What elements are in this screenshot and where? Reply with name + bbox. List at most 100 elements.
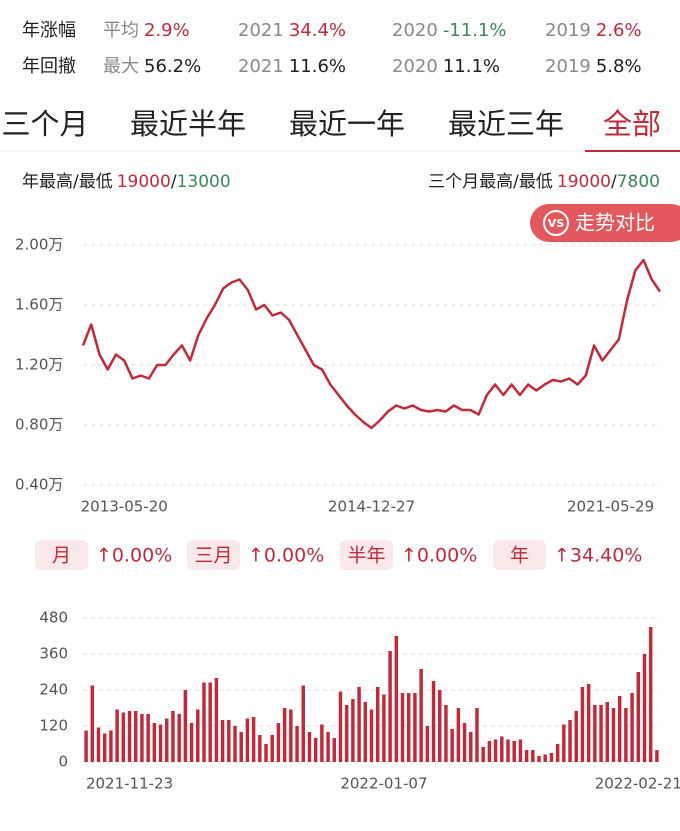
y-tick-label: 0.80万	[15, 416, 63, 434]
tab[interactable]: 全部	[603, 107, 661, 141]
volume-bar	[282, 708, 287, 762]
volume-bar	[115, 709, 119, 762]
volume-bar	[406, 693, 411, 762]
stat-key: 2021	[238, 20, 284, 41]
volume-bar	[512, 741, 516, 762]
volume-bar	[313, 738, 318, 762]
stat-value: 34.4%	[289, 20, 346, 41]
volume-bar	[624, 708, 628, 762]
volume-bar	[133, 711, 138, 762]
volume-bar	[655, 750, 659, 762]
volume-bar	[444, 705, 448, 762]
hl-high: 19000	[557, 172, 611, 192]
volume-bar	[289, 709, 293, 762]
volume-bar	[96, 727, 101, 762]
period-pill[interactable]	[493, 540, 546, 570]
period-label[interactable]: 年	[510, 545, 529, 567]
volume-bar	[258, 735, 262, 762]
volume-bar	[84, 730, 88, 762]
volume-bar	[158, 724, 163, 762]
y-tick-label: 120	[39, 717, 68, 735]
volume-bar	[326, 732, 330, 762]
volume-bar	[196, 709, 200, 762]
volume-bar	[121, 712, 126, 762]
volume-bar	[500, 736, 504, 762]
hl-sep: /	[171, 172, 177, 192]
stat-value: 2.9%	[144, 20, 190, 41]
volume-bar	[301, 685, 305, 762]
volume-bar	[202, 682, 206, 762]
period-change: ↑0.00%	[96, 545, 172, 567]
x-tick-label: 2021-05-29	[567, 498, 654, 516]
stat-key: 2019	[545, 56, 591, 77]
stat-row-label: 年回撤	[22, 56, 76, 77]
volume-bar	[574, 711, 578, 762]
stat-value: -11.1%	[443, 20, 507, 41]
volume-bar	[233, 726, 237, 762]
volume-bar	[270, 735, 274, 762]
stat-value: 11.1%	[443, 56, 500, 77]
volume-bar	[531, 750, 535, 762]
period-label[interactable]: 三月	[194, 545, 232, 567]
hl-label: 年最高/最低	[22, 172, 113, 192]
tab[interactable]: 最近三年	[448, 107, 564, 141]
y-tick-label: 0	[58, 753, 68, 771]
period-pill[interactable]	[340, 540, 393, 570]
vs-icon-ring	[543, 210, 569, 236]
volume-bar	[568, 720, 572, 762]
volume-bar	[171, 711, 175, 762]
vs-icon: VS	[548, 217, 565, 230]
stat-value: 2.6%	[596, 20, 642, 41]
y-tick-label: 240	[39, 681, 68, 699]
volume-bar	[469, 732, 473, 762]
volume-bar	[177, 714, 181, 762]
hl-low: 13000	[177, 172, 231, 192]
y-tick-label: 0.40万	[15, 476, 63, 494]
volume-bar	[400, 693, 405, 762]
volume-bar	[351, 699, 355, 762]
volume-bar	[332, 738, 337, 762]
tab[interactable]: 三个月	[1, 107, 88, 141]
volume-bar	[152, 723, 157, 762]
vs-label[interactable]: 走势对比	[575, 211, 655, 235]
period-change: ↑0.00%	[248, 545, 324, 567]
volume-bar	[537, 756, 541, 762]
volume-bar	[276, 723, 281, 762]
volume-bar	[295, 726, 299, 762]
volume-bar	[239, 732, 243, 762]
volume-bar	[481, 747, 485, 762]
volume-bar	[394, 636, 399, 762]
volume-bar	[102, 733, 107, 762]
stat-key: 2020	[392, 20, 438, 41]
stat-key: 2019	[545, 20, 591, 41]
volume-bar	[555, 744, 560, 762]
period-pill[interactable]	[187, 540, 240, 570]
volume-bar	[165, 718, 169, 762]
x-tick-label: 2014-12-27	[328, 498, 415, 516]
volume-bar	[214, 678, 219, 762]
volume-bar	[456, 708, 461, 762]
x-tick-label: 2013-05-20	[81, 498, 168, 516]
volume-bar	[382, 694, 386, 762]
volume-bar	[475, 708, 479, 762]
stat-key: 2020	[392, 56, 438, 77]
volume-bar	[338, 691, 343, 762]
x-tick-label: 2021-11-23	[86, 775, 173, 793]
volume-bar	[450, 729, 454, 762]
volume-bar	[264, 744, 268, 762]
y-tick-label: 1.20万	[15, 356, 63, 374]
y-tick-label: 2.00万	[15, 236, 63, 254]
period-label[interactable]: 半年	[347, 545, 385, 567]
tab[interactable]: 最近一年	[289, 107, 405, 141]
volume-bar	[388, 651, 392, 762]
period-pill[interactable]	[35, 540, 88, 570]
volume-bar	[524, 750, 529, 762]
volume-bar	[586, 684, 591, 762]
vs-button[interactable]	[530, 204, 680, 242]
period-label[interactable]: 月	[52, 545, 71, 567]
hl-label: 三个月最高/最低	[428, 172, 553, 192]
volume-bar	[109, 730, 113, 762]
volume-bar	[369, 709, 374, 762]
tab[interactable]: 最近半年	[130, 107, 246, 141]
volume-bar	[487, 741, 492, 762]
